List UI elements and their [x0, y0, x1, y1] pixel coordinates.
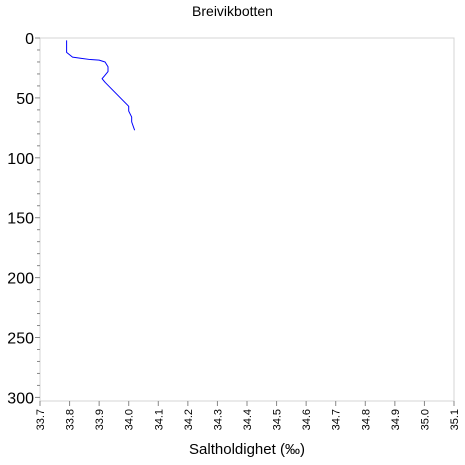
x-tick-label: 33.9	[94, 409, 106, 430]
y-axis: 0 50 100 150 200 250 300	[7, 31, 40, 407]
x-tick-label: 34.6	[301, 409, 313, 430]
x-tick-label: 34.8	[360, 409, 372, 430]
x-tick-label: 34.4	[242, 409, 254, 430]
x-tick-label: 35.1	[449, 409, 461, 430]
chart-title: Breivikbotten	[192, 3, 273, 19]
x-tick-label: 34.9	[390, 409, 402, 430]
plot-frame	[39, 37, 455, 402]
x-tick-label: 34.3	[212, 409, 224, 430]
y-tick-label: 150	[7, 211, 34, 228]
y-tick-label: 50	[16, 91, 34, 108]
x-tick-label: 34.5	[272, 409, 284, 430]
y-tick-label: 300	[7, 390, 34, 407]
x-axis-label: Saltholdighet (‰)	[189, 441, 305, 458]
series-layer	[66, 40, 136, 131]
x-tick-label: 35.0	[419, 409, 431, 430]
series-line	[66, 40, 136, 131]
y-tick-label: 100	[7, 151, 34, 168]
x-tick-label: 34.0	[124, 409, 136, 430]
x-tick-label: 34.7	[331, 409, 343, 430]
x-axis: 33.7 33.8 33.9 34.0 34.1 34.2 34.3 34.4 34.5 34.6…	[35, 401, 461, 430]
x-tick-label: 34.1	[153, 409, 165, 430]
y-tick-label: 250	[7, 331, 34, 348]
x-tick-label: 34.2	[183, 409, 195, 430]
x-tick-label: 33.8	[65, 409, 77, 430]
x-tick-label: 33.7	[35, 409, 47, 430]
y-tick-label: 200	[7, 271, 34, 288]
y-tick-label: 0	[25, 31, 34, 48]
